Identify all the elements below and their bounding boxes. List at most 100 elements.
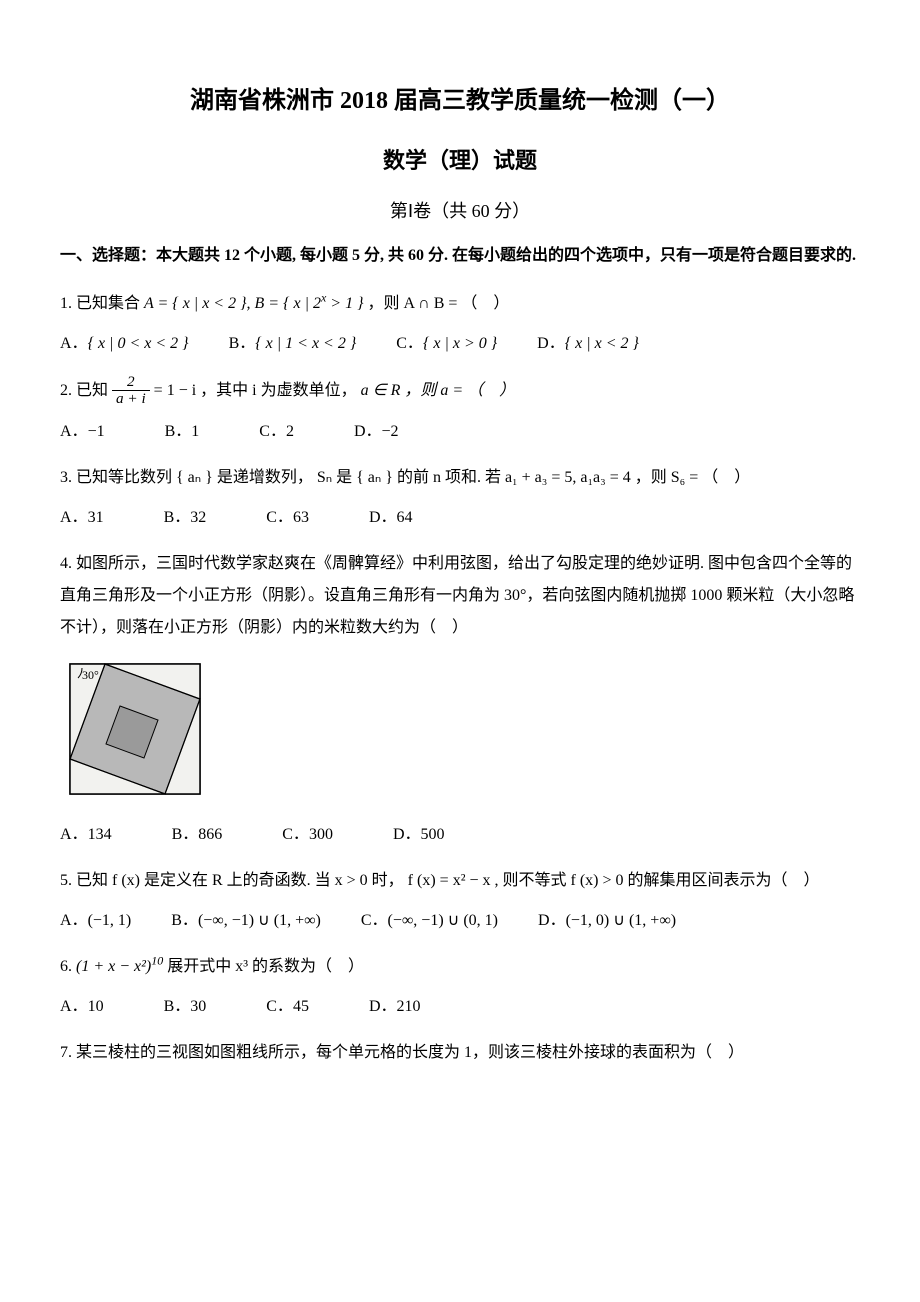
opt-text: 32: [190, 509, 206, 526]
q6-option-b: B．30: [164, 991, 207, 1023]
opt-text: 30: [190, 998, 206, 1015]
q6-text-post: 展开式中 x³ 的系数为（ ）: [167, 958, 364, 975]
question-2: 2. 已知 2 a + i = 1 − i ，其中 i 为虚数单位， a ∈ R…: [60, 374, 860, 448]
question-3-options: A．31 B．32 C．63 D．64: [60, 502, 860, 534]
q1-text-after: ，则 A ∩ B = （ ）: [368, 295, 510, 312]
q3-option-d: D．64: [369, 502, 413, 534]
opt-label: A．: [60, 912, 88, 929]
opt-text: −1: [88, 423, 105, 440]
q1-option-a: A．{ x | 0 < x < 2 }: [60, 328, 189, 360]
opt-text: { x | x > 0 }: [423, 335, 497, 352]
opt-text: { x | 0 < x < 2 }: [88, 335, 189, 352]
opt-label: B．: [165, 423, 192, 440]
question-3-stem: 3. 已知等比数列 { aₙ } 是递增数列， Sₙ 是 { aₙ } 的前 n…: [60, 462, 860, 494]
opt-label: D．: [354, 423, 382, 440]
opt-label: C．: [282, 826, 309, 843]
opt-label: D．: [393, 826, 421, 843]
question-6-stem: 6. (1 + x − x²)10 展开式中 x³ 的系数为（ ）: [60, 951, 860, 983]
opt-label: C．: [259, 423, 286, 440]
q1-math-a: A = { x | x < 2 }, B = { x | 2: [144, 295, 321, 312]
question-4-stem: 4. 如图所示，三国时代数学家赵爽在《周髀算经》中利用弦图，给出了勾股定理的绝妙…: [60, 548, 860, 644]
opt-label: A．: [60, 335, 88, 352]
opt-text: 134: [88, 826, 112, 843]
question-2-options: A．−1 B．1 C．2 D．−2: [60, 416, 860, 448]
q2-text-a: a ∈ R ，则 a = （ ）: [361, 381, 516, 398]
q6-option-a: A．10: [60, 991, 104, 1023]
q2-option-b: B．1: [165, 416, 200, 448]
question-1-options: A．{ x | 0 < x < 2 } B．{ x | 1 < x < 2 } …: [60, 328, 860, 360]
opt-label: B．: [164, 998, 191, 1015]
opt-text: 210: [397, 998, 421, 1015]
section-title: 第Ⅰ卷（共 60 分）: [60, 195, 860, 227]
q2-frac-den: a + i: [112, 391, 150, 408]
opt-text: 500: [421, 826, 445, 843]
q4-option-c: C．300: [282, 819, 333, 851]
q2-text-pre: 2. 已知: [60, 381, 112, 398]
section-instruction: 一、选择题：本大题共 12 个小题, 每小题 5 分, 共 60 分. 在每小题…: [60, 241, 860, 271]
q6-exp: 10: [151, 954, 163, 968]
opt-label: D．: [369, 509, 397, 526]
question-1: 1. 已知集合 A = { x | x < 2 }, B = { x | 2x …: [60, 288, 860, 360]
q3-option-c: C．63: [266, 502, 309, 534]
opt-text: (−1, 0) ∪ (1, +∞): [566, 912, 676, 929]
main-title: 湖南省株洲市 2018 届高三教学质量统一检测（一）: [60, 80, 860, 123]
opt-label: B．: [229, 335, 256, 352]
question-5-options: A．(−1, 1) B．(−∞, −1) ∪ (1, +∞) C．(−∞, −1…: [60, 905, 860, 937]
opt-text: 866: [198, 826, 222, 843]
opt-label: D．: [538, 912, 566, 929]
question-2-stem: 2. 已知 2 a + i = 1 − i ，其中 i 为虚数单位， a ∈ R…: [60, 374, 860, 408]
opt-label: C．: [266, 509, 293, 526]
opt-text: 1: [191, 423, 199, 440]
opt-text: { x | x < 2 }: [565, 335, 639, 352]
opt-label: A．: [60, 826, 88, 843]
q1-text-pre: 1. 已知集合: [60, 295, 144, 312]
q1-math-b: > 1 }: [326, 295, 363, 312]
q1-option-b: B．{ x | 1 < x < 2 }: [229, 328, 357, 360]
opt-label: D．: [369, 998, 397, 1015]
opt-label: C．: [266, 998, 293, 1015]
q6-option-d: D．210: [369, 991, 421, 1023]
opt-text: { x | 1 < x < 2 }: [255, 335, 356, 352]
question-5: 5. 已知 f (x) 是定义在 R 上的奇函数. 当 x > 0 时， f (…: [60, 865, 860, 937]
q5-option-c: C．(−∞, −1) ∪ (0, 1): [361, 905, 498, 937]
opt-label: A．: [60, 423, 88, 440]
angle-label: 30°: [82, 668, 99, 682]
opt-label: D．: [537, 335, 565, 352]
q6-option-c: C．45: [266, 991, 309, 1023]
q4-option-a: A．134: [60, 819, 112, 851]
q1-math-set: A = { x | x < 2 }, B = { x | 2x > 1 }: [144, 295, 367, 312]
question-7: 7. 某三棱柱的三视图如图粗线所示，每个单元格的长度为 1，则该三棱柱外接球的表…: [60, 1037, 860, 1069]
question-5-stem: 5. 已知 f (x) 是定义在 R 上的奇函数. 当 x > 0 时， f (…: [60, 865, 860, 897]
q2-option-d: D．−2: [354, 416, 399, 448]
question-4-options: A．134 B．866 C．300 D．500: [60, 819, 860, 851]
opt-text: (−1, 1): [88, 912, 132, 929]
opt-text: 64: [397, 509, 413, 526]
q2-option-a: A．−1: [60, 416, 105, 448]
q2-frac-num: 2: [112, 374, 150, 392]
q6-text-pre: 6.: [60, 958, 76, 975]
question-4: 4. 如图所示，三国时代数学家赵爽在《周髀算经》中利用弦图，给出了勾股定理的绝妙…: [60, 548, 860, 851]
opt-label: B．: [171, 912, 198, 929]
q2-option-c: C．2: [259, 416, 294, 448]
opt-label: B．: [172, 826, 199, 843]
opt-label: A．: [60, 998, 88, 1015]
q5-option-b: B．(−∞, −1) ∪ (1, +∞): [171, 905, 321, 937]
question-1-stem: 1. 已知集合 A = { x | x < 2 }, B = { x | 2x …: [60, 288, 860, 320]
opt-text: −2: [382, 423, 399, 440]
q4-option-d: D．500: [393, 819, 445, 851]
question-4-figure: 30°: [60, 654, 860, 809]
question-3: 3. 已知等比数列 { aₙ } 是递增数列， Sₙ 是 { aₙ } 的前 n…: [60, 462, 860, 534]
q4-option-b: B．866: [172, 819, 223, 851]
q1-option-c: C．{ x | x > 0 }: [396, 328, 497, 360]
xian-diagram-svg: 30°: [60, 654, 220, 809]
q5-option-d: D．(−1, 0) ∪ (1, +∞): [538, 905, 676, 937]
opt-label: A．: [60, 509, 88, 526]
question-6: 6. (1 + x − x²)10 展开式中 x³ 的系数为（ ） A．10 B…: [60, 951, 860, 1023]
opt-text: (−∞, −1) ∪ (0, 1): [388, 912, 498, 929]
q3-option-a: A．31: [60, 502, 104, 534]
opt-text: 63: [293, 509, 309, 526]
opt-text: 31: [88, 509, 104, 526]
question-7-stem: 7. 某三棱柱的三视图如图粗线所示，每个单元格的长度为 1，则该三棱柱外接球的表…: [60, 1037, 860, 1069]
question-6-options: A．10 B．30 C．45 D．210: [60, 991, 860, 1023]
opt-text: 10: [88, 998, 104, 1015]
